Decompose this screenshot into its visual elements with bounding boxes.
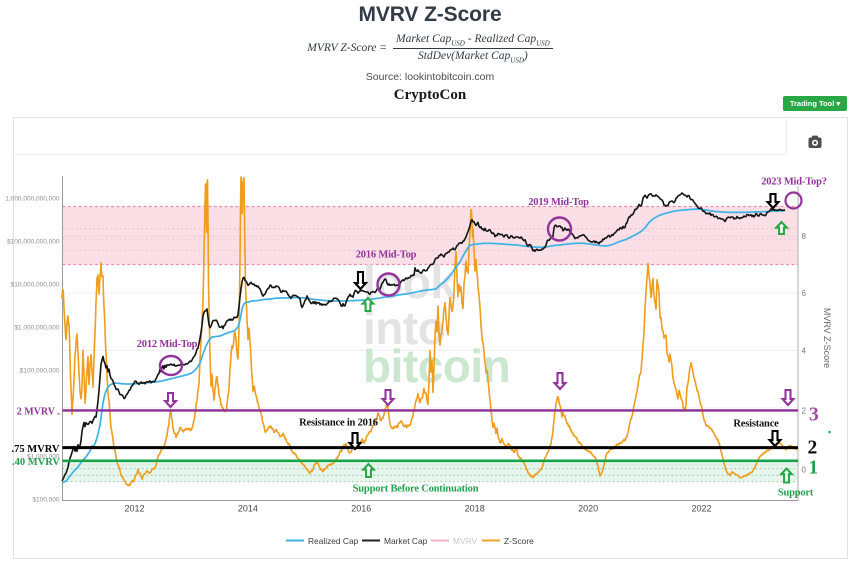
svg-text:$1,000,000,000: $1,000,000,000: [14, 324, 60, 331]
svg-text:$10,000,000,000: $10,000,000,000: [11, 281, 60, 288]
svg-text:6: 6: [802, 289, 807, 298]
svg-text:2: 2: [808, 438, 818, 459]
svg-text:2014: 2014: [238, 504, 258, 514]
svg-text:2 MVRV: 2 MVRV: [17, 407, 56, 418]
svg-text:Market Cap: Market Cap: [384, 536, 428, 546]
svg-text:Z-Score: Z-Score: [504, 536, 534, 546]
svg-text:0: 0: [802, 465, 807, 474]
svg-text:.75 MVRV: .75 MVRV: [11, 444, 59, 455]
svg-text:2012 Mid-Top: 2012 Mid-Top: [137, 339, 198, 350]
svg-text:Resistance: Resistance: [733, 419, 779, 430]
svg-text:.40 MVRV: .40 MVRV: [12, 457, 60, 468]
svg-text:3: 3: [809, 405, 819, 426]
svg-text:Realized Cap: Realized Cap: [308, 536, 359, 546]
svg-text:$100,000,000,000: $100,000,000,000: [7, 238, 60, 245]
svg-text:8: 8: [802, 232, 807, 241]
svg-text:1: 1: [809, 458, 819, 479]
svg-text:2012: 2012: [124, 504, 144, 514]
svg-text:4: 4: [802, 346, 807, 355]
svg-text:Support: Support: [778, 488, 814, 499]
svg-text:2018: 2018: [465, 504, 485, 514]
svg-text:2022: 2022: [691, 504, 711, 514]
svg-text:Resistance in 2016: Resistance in 2016: [299, 418, 378, 429]
svg-text:$100,000,000: $100,000,000: [20, 367, 60, 374]
svg-text:MVRV Z-Score: MVRV Z-Score: [822, 308, 832, 368]
svg-text:into: into: [363, 302, 445, 354]
svg-text:$1,000,000: $1,000,000: [27, 453, 60, 460]
svg-text:2019 Mid-Top: 2019 Mid-Top: [528, 197, 589, 208]
svg-text:2: 2: [802, 406, 807, 415]
svg-text:1,000,000,000,000: 1,000,000,000,000: [5, 195, 60, 202]
svg-text:2016 Mid-Top: 2016 Mid-Top: [356, 250, 417, 261]
svg-text:»: »: [57, 411, 60, 417]
svg-text:MVRV: MVRV: [453, 536, 477, 546]
svg-text:2020: 2020: [578, 504, 598, 514]
svg-text:Support Before Continuation: Support Before Continuation: [353, 484, 479, 495]
svg-text:2023 Mid-Top?: 2023 Mid-Top?: [761, 177, 827, 188]
svg-text:2016: 2016: [351, 504, 371, 514]
svg-text:$100,000: $100,000: [32, 496, 59, 503]
